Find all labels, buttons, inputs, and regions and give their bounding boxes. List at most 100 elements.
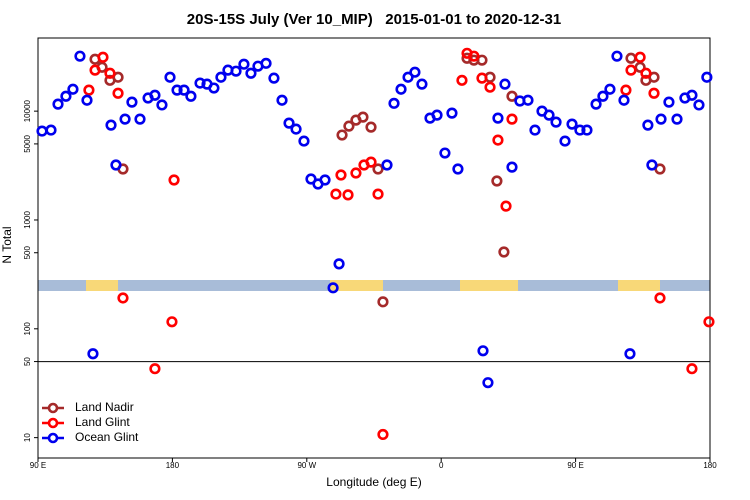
marker bbox=[671, 113, 683, 125]
marker bbox=[194, 77, 206, 89]
marker bbox=[566, 118, 578, 130]
marker bbox=[604, 83, 616, 95]
marker bbox=[477, 345, 489, 357]
marker bbox=[330, 188, 342, 200]
marker bbox=[402, 71, 414, 83]
marker bbox=[491, 175, 503, 187]
marker bbox=[245, 67, 257, 79]
x-tick-label: 0 bbox=[439, 461, 444, 470]
marker bbox=[97, 51, 109, 63]
marker bbox=[342, 189, 354, 201]
marker bbox=[104, 67, 116, 79]
marker bbox=[581, 124, 593, 136]
marker bbox=[543, 109, 555, 121]
x-axis-label: Longitude (deg E) bbox=[326, 475, 421, 489]
marker bbox=[327, 282, 339, 294]
marker bbox=[164, 71, 176, 83]
marker bbox=[663, 96, 675, 108]
marker bbox=[89, 64, 101, 76]
marker bbox=[365, 121, 377, 133]
marker bbox=[112, 87, 124, 99]
marker bbox=[343, 120, 355, 132]
marker bbox=[156, 99, 168, 111]
marker bbox=[646, 159, 658, 171]
marker bbox=[620, 84, 632, 96]
marker bbox=[381, 159, 393, 171]
marker bbox=[686, 363, 698, 375]
legend-marker bbox=[47, 417, 59, 429]
land-mask-strip bbox=[38, 280, 710, 291]
marker bbox=[506, 90, 518, 102]
marker bbox=[74, 50, 86, 62]
y-tick-label: 10 bbox=[23, 433, 32, 442]
marker bbox=[640, 67, 652, 79]
marker bbox=[305, 173, 317, 185]
y-tick-label: 100 bbox=[23, 322, 32, 336]
marker bbox=[625, 64, 637, 76]
marker bbox=[377, 296, 389, 308]
marker bbox=[171, 84, 183, 96]
y-tick-label: 5000 bbox=[23, 134, 32, 152]
legend-label: Ocean Glint bbox=[75, 430, 139, 444]
marker bbox=[446, 107, 458, 119]
marker bbox=[260, 57, 272, 69]
marker bbox=[208, 82, 220, 94]
marker bbox=[333, 258, 345, 270]
marker bbox=[185, 90, 197, 102]
marker bbox=[298, 135, 310, 147]
marker bbox=[618, 94, 630, 106]
marker bbox=[395, 83, 407, 95]
marker bbox=[484, 81, 496, 93]
marker bbox=[238, 58, 250, 70]
marker bbox=[126, 96, 138, 108]
marker bbox=[372, 163, 384, 175]
marker bbox=[149, 89, 161, 101]
marker bbox=[336, 129, 348, 141]
marker bbox=[388, 97, 400, 109]
marker bbox=[482, 377, 494, 389]
chart-title: 20S-15S July (Ver 10_MIP) 2015-01-01 to … bbox=[187, 11, 561, 28]
marker bbox=[87, 348, 99, 360]
marker bbox=[431, 109, 443, 121]
marker bbox=[574, 124, 586, 136]
marker bbox=[36, 125, 48, 137]
x-tick-label: 90 W bbox=[297, 461, 316, 470]
legend-marker bbox=[47, 432, 59, 444]
marker bbox=[166, 316, 178, 328]
marker bbox=[230, 65, 242, 77]
x-tick-label: 180 bbox=[166, 461, 180, 470]
marker bbox=[67, 83, 79, 95]
marker bbox=[559, 135, 571, 147]
y-tick-label: 10000 bbox=[23, 99, 32, 122]
marker bbox=[452, 163, 464, 175]
marker bbox=[506, 161, 518, 173]
marker bbox=[506, 113, 518, 125]
marker bbox=[693, 99, 705, 111]
y-tick-label: 50 bbox=[23, 357, 32, 366]
x-tick-label: 90 E bbox=[30, 461, 46, 470]
marker bbox=[119, 113, 131, 125]
marker bbox=[268, 72, 280, 84]
marker bbox=[52, 98, 64, 110]
marker bbox=[500, 200, 512, 212]
marker bbox=[550, 116, 562, 128]
marker bbox=[60, 90, 72, 102]
y-tick-label: 500 bbox=[23, 246, 32, 260]
marker bbox=[372, 188, 384, 200]
marker bbox=[625, 52, 637, 64]
marker bbox=[319, 174, 331, 186]
x-tick-label: 180 bbox=[703, 461, 717, 470]
marker bbox=[492, 134, 504, 146]
marker bbox=[409, 66, 421, 78]
marker bbox=[476, 72, 488, 84]
marker bbox=[590, 98, 602, 110]
marker bbox=[110, 159, 122, 171]
marker bbox=[634, 51, 646, 63]
marker bbox=[350, 167, 362, 179]
marker bbox=[105, 119, 117, 131]
legend-label: Land Nadir bbox=[75, 400, 134, 414]
plot-frame bbox=[37, 37, 711, 459]
y-tick-label: 1000 bbox=[23, 211, 32, 229]
marker bbox=[45, 124, 57, 136]
